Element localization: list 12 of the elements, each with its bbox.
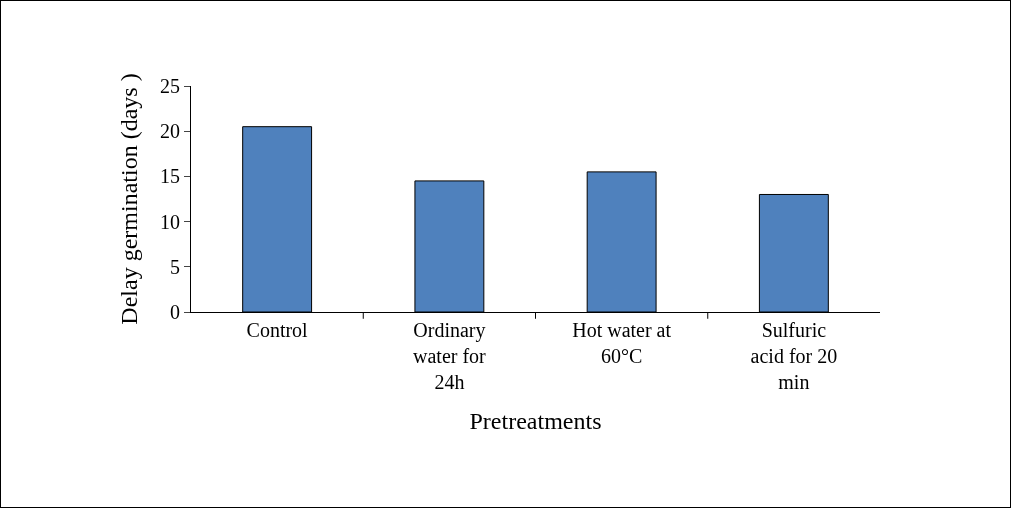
x-tick-label: Ordinary water for 24h [413, 319, 487, 393]
x-tick-label: Hot water at 60°C [572, 319, 672, 367]
y-tick-label: 15 [160, 165, 180, 188]
y-tick-label: 25 [160, 75, 180, 97]
x-axis-title: Pretreatments [469, 408, 602, 435]
y-axis-title: Delay germination (days ) [116, 73, 143, 325]
x-tick-label: Sulfuric acid for 20 min [750, 319, 838, 393]
y-tick-label: 0 [170, 301, 180, 323]
y-tick-label: 20 [160, 120, 180, 143]
y-tick-label: 5 [170, 255, 180, 278]
x-tick-label: Control [246, 319, 309, 341]
y-tick-label: 10 [160, 210, 180, 233]
